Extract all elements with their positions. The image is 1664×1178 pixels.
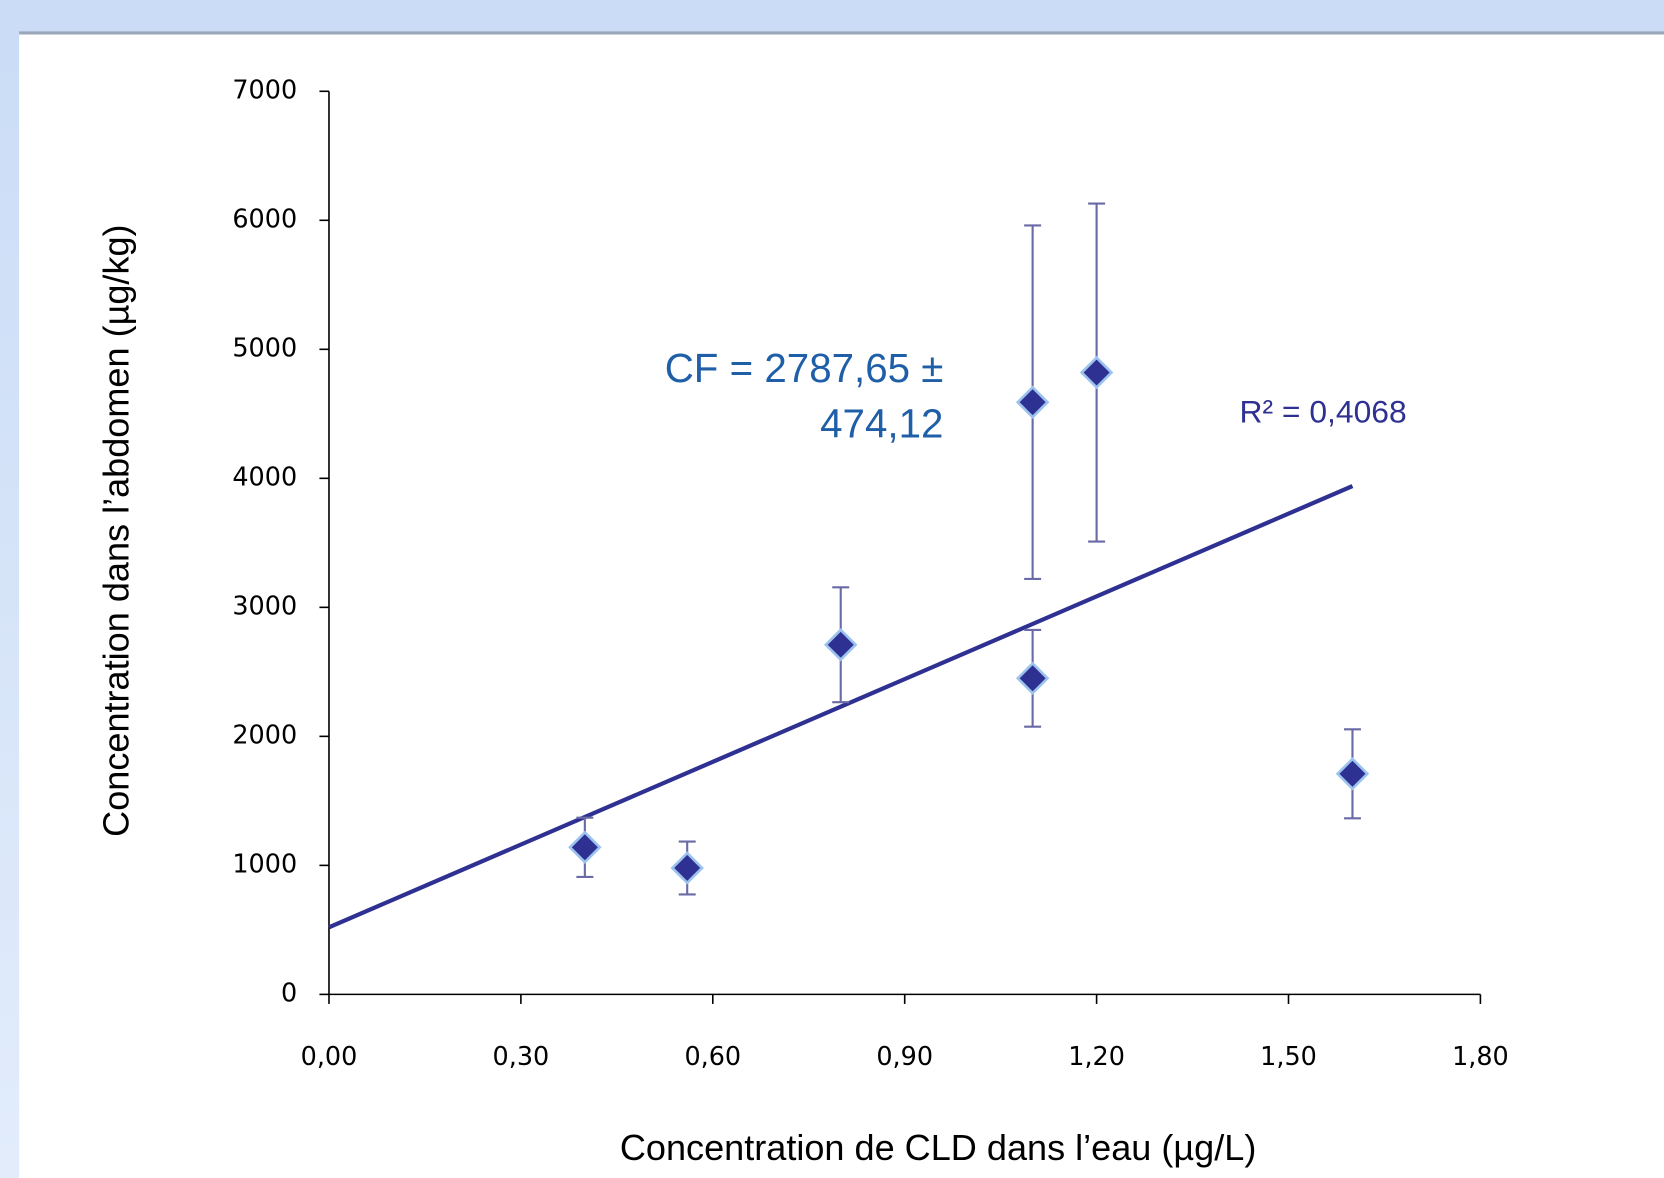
point: [1015, 661, 1050, 696]
x-tick-label: 0,60: [684, 1042, 741, 1072]
y-tick-label: 5000: [232, 333, 297, 363]
y-tick-label: 2000: [232, 720, 297, 750]
annotation: CF = 2787,65 ±: [665, 345, 944, 391]
x-tick-label: 1,50: [1260, 1042, 1317, 1072]
point: [670, 851, 704, 885]
trendline: [328, 484, 1354, 930]
r-squared: R² = 0,4068: [1240, 393, 1407, 429]
y-tick-label: 7000: [232, 75, 297, 105]
y-tick-label: 3000: [232, 591, 297, 621]
y-tick-label: 6000: [232, 204, 297, 234]
annotation: 474,12: [820, 400, 943, 446]
y-tick-label: 4000: [232, 462, 297, 492]
y-tick-label: 1000: [232, 849, 297, 879]
point: [823, 628, 858, 662]
x-tick-label: 0,00: [301, 1042, 358, 1072]
x-tick-label: 0,30: [493, 1042, 550, 1072]
x-tick-label: 0,90: [876, 1042, 933, 1072]
point: [1015, 385, 1050, 419]
point: [1335, 757, 1370, 791]
y-tick-label: 0: [281, 978, 297, 1008]
x-axis-label: Concentration de CLD dans l’eau (µg/L): [620, 1127, 1256, 1168]
y-axis-label: Concentration dans l’abdomen (µg/kg): [95, 224, 136, 836]
point: [1079, 355, 1114, 390]
x-tick-label: 1,80: [1452, 1042, 1509, 1072]
point: [568, 830, 602, 865]
x-tick-label: 1,20: [1068, 1042, 1125, 1072]
